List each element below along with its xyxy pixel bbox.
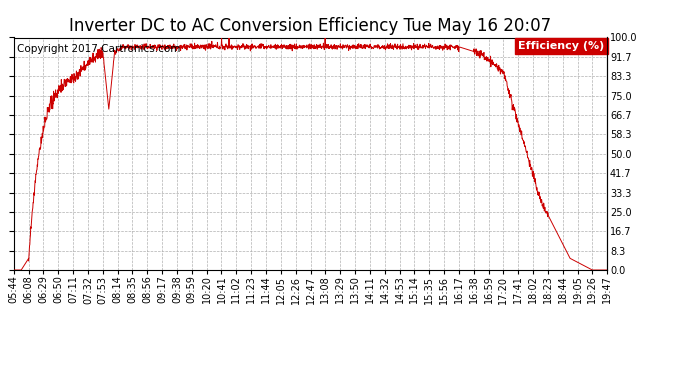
Title: Inverter DC to AC Conversion Efficiency Tue May 16 20:07: Inverter DC to AC Conversion Efficiency …	[70, 16, 551, 34]
Text: Efficiency (%): Efficiency (%)	[518, 41, 604, 51]
Text: Copyright 2017 Cartronics.com: Copyright 2017 Cartronics.com	[17, 45, 180, 54]
